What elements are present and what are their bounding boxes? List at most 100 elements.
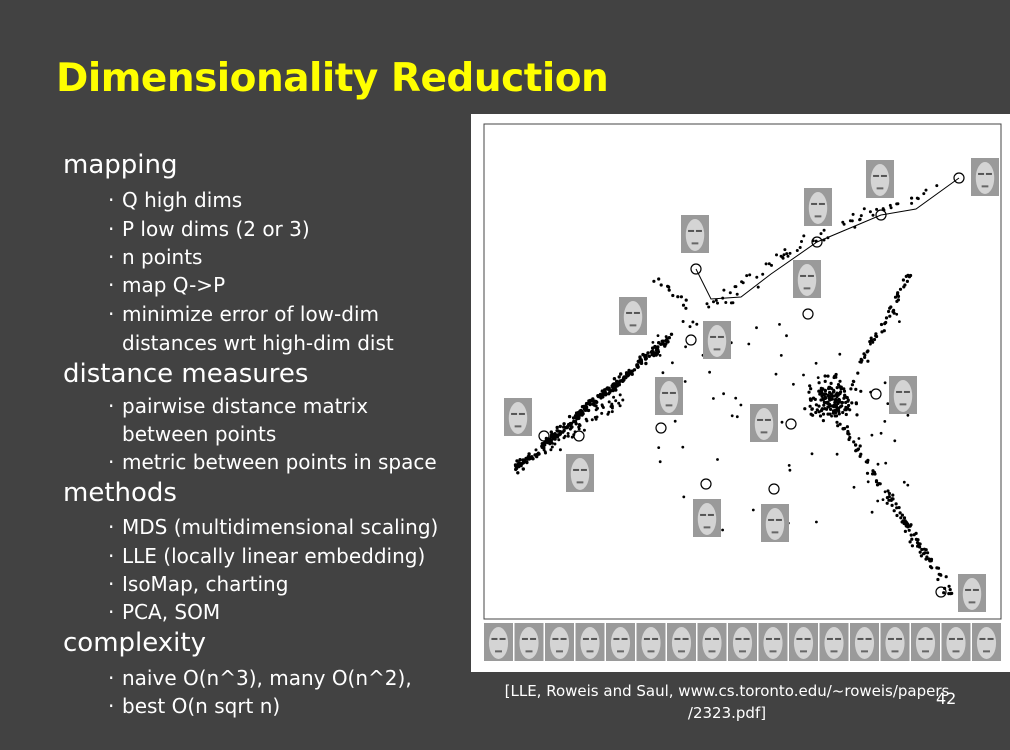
embedding-point bbox=[829, 407, 833, 411]
embedding-point bbox=[830, 397, 834, 401]
embedding-point bbox=[837, 409, 841, 413]
embedding-point bbox=[658, 460, 662, 464]
bullet-text: MDS (multidimensional scaling) bbox=[122, 515, 439, 539]
embedding-point bbox=[708, 370, 711, 374]
embedding-point bbox=[822, 228, 826, 232]
embedding-point bbox=[915, 196, 919, 200]
bullet-text: minimize error of low-dim bbox=[122, 302, 379, 326]
embedding-point bbox=[614, 399, 618, 403]
embedding-point bbox=[661, 339, 665, 343]
embedding-point bbox=[886, 489, 890, 493]
face-thumbnail bbox=[703, 321, 731, 359]
embedding-point bbox=[596, 394, 600, 398]
strip-face-thumbnail bbox=[606, 623, 635, 661]
embedding-point bbox=[590, 398, 594, 403]
embedding-point bbox=[852, 380, 856, 383]
circled-point-marker bbox=[802, 308, 814, 320]
embedding-point bbox=[824, 392, 828, 396]
embedding-point bbox=[857, 437, 861, 440]
embedding-point bbox=[875, 207, 879, 211]
embedding-point bbox=[866, 349, 870, 353]
embedding-point bbox=[875, 334, 879, 339]
trajectory-line bbox=[695, 177, 960, 300]
embedding-point bbox=[839, 390, 843, 394]
embedding-point bbox=[676, 295, 680, 299]
embedding-point bbox=[910, 537, 914, 541]
embedding-point bbox=[586, 408, 591, 413]
embedding-point bbox=[673, 419, 677, 423]
embedding-point bbox=[751, 508, 755, 512]
embedding-point bbox=[823, 389, 827, 393]
bullet-text: metric between points in space bbox=[122, 450, 437, 474]
strip-face-thumbnail bbox=[758, 623, 788, 661]
page-number: 42 bbox=[936, 689, 957, 708]
embedding-point bbox=[907, 528, 911, 532]
embedding-point bbox=[817, 404, 821, 408]
embedding-point bbox=[910, 544, 914, 548]
embedding-point bbox=[663, 344, 667, 348]
embedding-point bbox=[893, 439, 897, 443]
embedding-point bbox=[630, 372, 634, 376]
embedding-point bbox=[782, 253, 786, 257]
embedding-point bbox=[527, 457, 531, 461]
embedding-point bbox=[814, 410, 818, 415]
embedding-point bbox=[834, 410, 838, 415]
embedding-point bbox=[848, 408, 852, 412]
embedding-point bbox=[883, 490, 887, 494]
embedding-point bbox=[842, 222, 846, 226]
embedding-point bbox=[852, 485, 856, 489]
face-thumbnails bbox=[504, 158, 999, 612]
circled-point-marker bbox=[700, 478, 712, 490]
embedding-point bbox=[904, 520, 908, 524]
embedding-point bbox=[838, 422, 842, 426]
embedding-plot bbox=[483, 123, 1002, 661]
embedding-point bbox=[922, 552, 926, 556]
face-thumbnail bbox=[761, 504, 789, 542]
embedding-point bbox=[568, 427, 572, 431]
embedding-point bbox=[895, 513, 899, 518]
embedding-point bbox=[666, 340, 670, 344]
embedding-point bbox=[566, 434, 570, 438]
embedding-point bbox=[783, 248, 787, 252]
embedding-point bbox=[875, 483, 880, 487]
embedding-points bbox=[513, 184, 954, 596]
embedding-point bbox=[623, 375, 627, 379]
embedding-point bbox=[876, 462, 880, 466]
embedding-point bbox=[843, 408, 847, 412]
embedding-point bbox=[864, 460, 868, 464]
embedding-point bbox=[514, 464, 518, 468]
embedding-point bbox=[862, 207, 866, 211]
embedding-point bbox=[733, 285, 737, 289]
embedding-point bbox=[814, 403, 818, 407]
embedding-point bbox=[595, 415, 599, 419]
heading-distance-measures: distance measures bbox=[63, 359, 309, 389]
embedding-point bbox=[659, 283, 663, 287]
embedding-point bbox=[810, 407, 814, 411]
embedding-point bbox=[827, 405, 831, 409]
embedding-point bbox=[798, 246, 802, 249]
bullet-text: pairwise distance matrix bbox=[122, 394, 369, 418]
embedding-point bbox=[888, 203, 892, 207]
embedding-point bbox=[573, 419, 578, 424]
embedding-point bbox=[635, 364, 639, 369]
embedding-point bbox=[894, 502, 898, 506]
circled-point-marker bbox=[538, 430, 550, 442]
strip-face-thumbnail bbox=[514, 623, 544, 661]
bullet-dot: · bbox=[108, 245, 115, 269]
embedding-point bbox=[610, 384, 614, 388]
embedding-point bbox=[891, 493, 895, 497]
embedding-point bbox=[780, 420, 784, 424]
embedding-point bbox=[886, 402, 890, 405]
embedding-point bbox=[558, 448, 562, 452]
embedding-point bbox=[835, 386, 839, 390]
embedding-point bbox=[810, 452, 814, 456]
embedding-point bbox=[761, 272, 765, 276]
face-thumbnail bbox=[804, 188, 832, 226]
bullet-item: · naive O(n^3), many O(n^2), bbox=[108, 666, 412, 690]
embedding-point bbox=[646, 351, 650, 355]
embedding-point bbox=[829, 381, 833, 385]
embedding-point bbox=[832, 388, 836, 392]
embedding-point bbox=[818, 392, 822, 396]
embedding-point bbox=[600, 393, 604, 397]
embedding-point bbox=[549, 448, 553, 452]
